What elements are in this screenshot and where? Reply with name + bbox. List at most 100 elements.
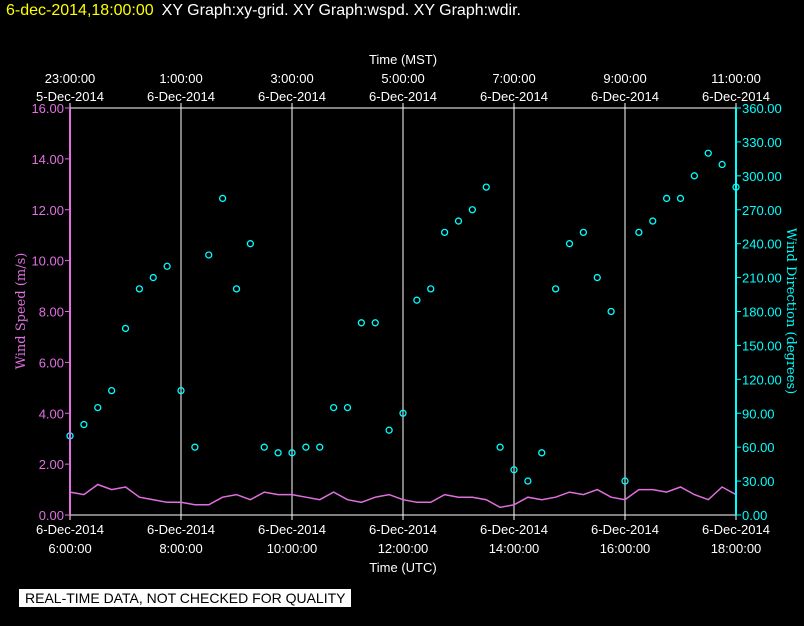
wspd-series [69,483,737,509]
wdir-point [440,228,449,237]
wdir-point [704,149,712,157]
top-tick-time: 1:00:00 [159,71,202,86]
title-graphs: XY Graph:xy-grid. XY Graph:wspd. XY Grap… [161,2,521,19]
top-tick-date: 6-Dec-2014 [480,89,548,104]
wdir-point [218,194,227,203]
wdir-point [288,449,296,457]
wdir-point [399,409,407,417]
right-tick-label: 30.00 [742,474,775,489]
wdir-point [135,285,144,293]
left-tick-label: 2.00 [39,457,64,472]
bottom-tick-date: 6-Dec-2014 [258,522,326,537]
top-tick-date: 6-Dec-2014 [147,89,215,104]
top-tick-time: 3:00:00 [270,71,313,86]
right-tick-label: 240.00 [742,237,782,252]
top-tick-date: 6-Dec-2014 [369,89,437,104]
top-tick-date: 5-Dec-2014 [36,89,104,104]
wdir-point [385,426,393,434]
right-tick-label: 210.00 [742,271,782,286]
top-axis-title: Time (MST) [369,52,437,67]
wdir-point [343,403,352,412]
right-axis-title: Wind Direction (degrees) [783,228,798,394]
bottom-tick-date: 6-Dec-2014 [369,522,437,537]
bottom-tick-time: 14:00:00 [489,541,540,556]
wdir-point [191,443,199,451]
wdir-point [94,403,102,412]
left-tick-label: 8.00 [39,305,64,320]
wdir-point [607,307,615,316]
wdir-point [205,251,213,259]
wdir-point [690,172,699,180]
right-tick-label: 120.00 [742,372,782,387]
wdir-point [551,285,560,293]
top-tick-time: 11:00:00 [711,71,761,86]
bottom-tick-time: 12:00:00 [378,541,429,556]
wdir-point [454,217,463,225]
left-axis-title: Wind Speed (m/s) [14,253,29,370]
left-tick-label: 0.00 [39,508,64,523]
wdir-point [635,228,643,237]
wdir-point [524,477,532,485]
wdir-point [232,285,241,293]
wdir-point [121,324,130,333]
left-tick-label: 12.00 [31,203,64,218]
top-tick-date: 6-Dec-2014 [591,89,659,104]
wdir-point [538,449,546,457]
bottom-tick-date: 6-Dec-2014 [147,522,215,537]
wdir-point [246,240,255,248]
wdir-point [593,273,601,282]
right-tick-label: 360.00 [742,101,782,116]
right-tick-label: 180.00 [742,305,782,320]
wdir-point [649,217,657,225]
bottom-axis-title: Time (UTC) [369,560,436,575]
axes: 6-Dec-2014 6:00:00 6-Dec-2014 8:00:00 6-Dec-… [31,71,781,556]
wdir-point [316,443,324,451]
wdir-point [565,240,574,248]
top-tick-time: 5:00:00 [381,71,424,86]
left-tick-label: 16.00 [31,101,64,116]
wdir-point [662,194,671,203]
right-tick-label: 60.00 [742,440,775,455]
wdir-point [676,194,685,203]
wdir-point [357,319,366,327]
title-date: 6-dec-2014,18:00:00 [6,2,154,19]
wdir-point [107,386,116,395]
wdir-point [260,443,268,451]
wdir-point [718,160,726,169]
right-tick-label: 330.00 [742,135,782,150]
wdir-point [371,319,379,327]
wdir-point [329,403,338,412]
right-tick-label: 270.00 [742,203,782,218]
left-tick-label: 14.00 [31,152,64,167]
wdir-point [468,206,477,214]
bottom-tick-time: 6:00:00 [48,541,91,556]
bottom-tick-date: 6-Dec-2014 [702,522,770,537]
wdir-point [621,477,629,485]
title-bar: 6-dec-2014,18:00:00 XY Graph:xy-grid. XY … [6,2,521,20]
top-tick-time: 9:00:00 [603,71,646,86]
right-tick-label: 0.00 [742,508,767,523]
top-tick-time: 7:00:00 [492,71,535,86]
right-tick-label: 90.00 [742,406,775,421]
wdir-point [482,183,490,191]
wspd-line [69,483,737,509]
bottom-tick-time: 8:00:00 [159,541,202,556]
wdir-point [496,443,504,451]
left-tick-label: 10.00 [31,254,64,269]
top-tick-date: 6-Dec-2014 [702,89,770,104]
top-tick-date: 6-Dec-2014 [258,89,326,104]
bottom-tick-date: 6-Dec-2014 [36,522,104,537]
wdir-point [149,273,157,282]
wdir-point [274,449,282,457]
quality-notice: REAL-TIME DATA, NOT CHECKED FOR QUALITY [19,589,352,607]
left-tick-label: 4.00 [39,406,64,421]
wdir-point [163,262,171,270]
wdir-point [510,466,518,474]
wdir-point [80,420,88,429]
bottom-tick-date: 6-Dec-2014 [591,522,659,537]
left-tick-label: 6.00 [39,355,64,370]
top-tick-time: 23:00:00 [45,71,96,86]
wdir-point [302,443,310,451]
bottom-tick-date: 6-Dec-2014 [480,522,548,537]
